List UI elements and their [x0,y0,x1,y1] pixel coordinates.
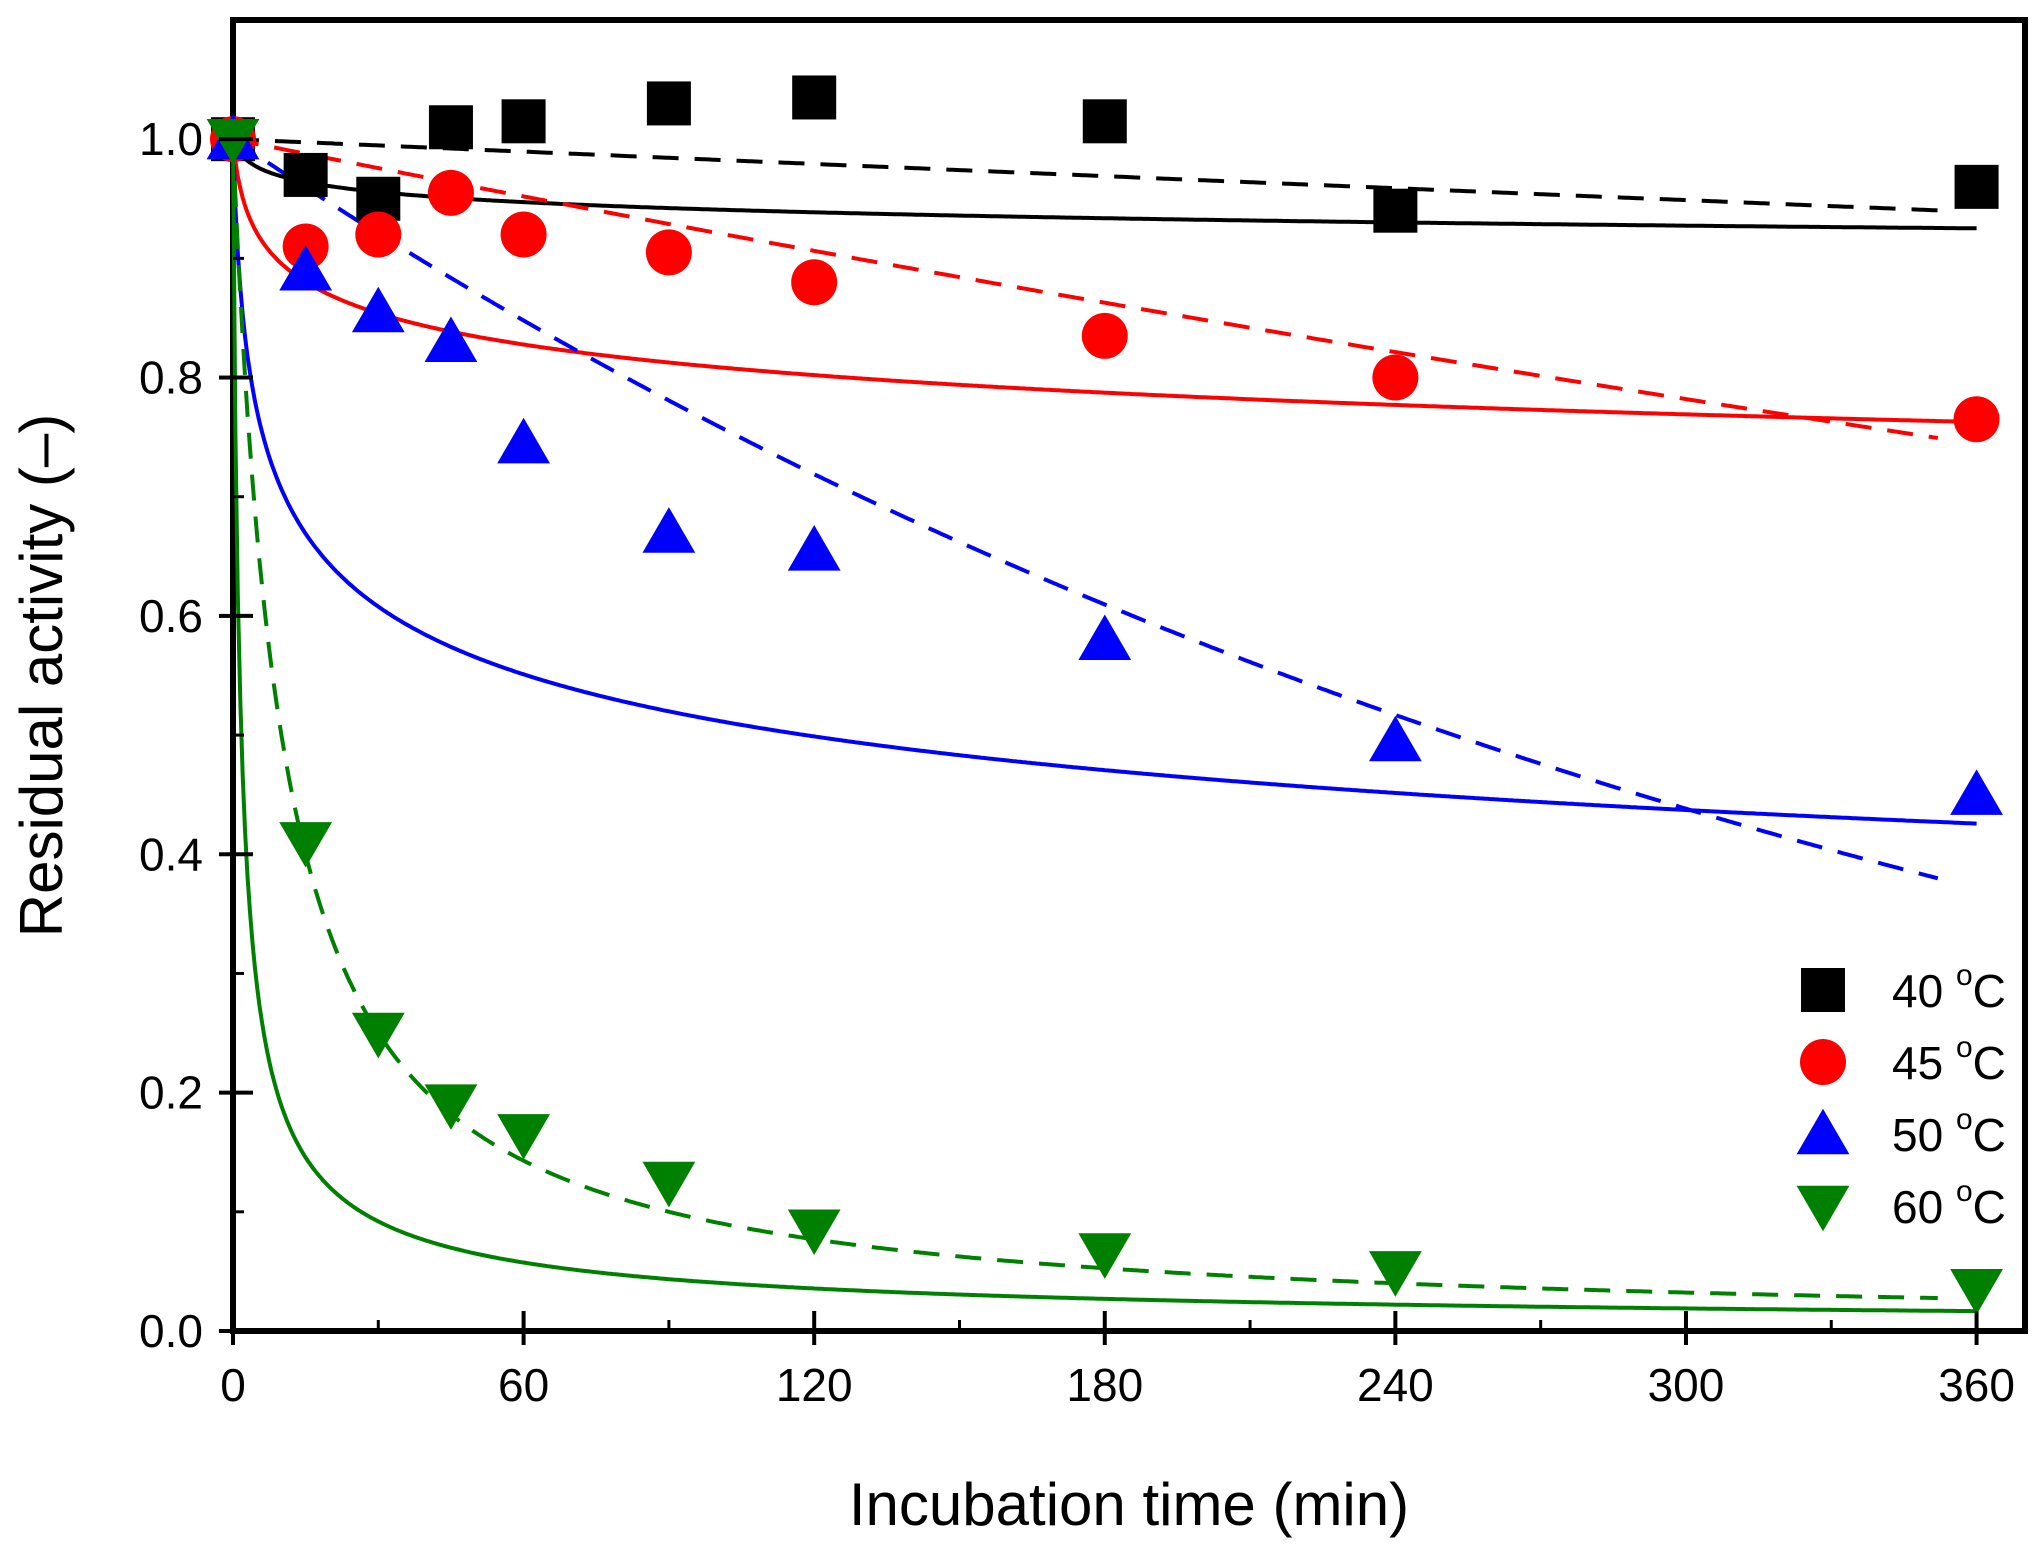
data-point-45c [500,211,547,258]
data-point-50c [1368,715,1422,762]
data-point-50c [787,525,841,571]
data-point-40c [283,152,328,197]
data-point-50c [1078,614,1132,660]
y-tick-label: 0.6 [139,590,203,642]
x-tick-label: 0 [220,1359,246,1411]
y-tick-label: 0.0 [139,1305,203,1357]
legend-marker-45c [1800,1039,1846,1085]
data-point-45c [1372,354,1419,401]
data-point-40c [646,81,691,126]
data-point-40c [1954,164,1999,209]
data-point-40c [428,105,473,150]
legend-label-45c: 45 oC [1892,1031,2006,1089]
data-point-60c [1950,1269,2003,1315]
data-point-40c [1373,188,1418,233]
data-point-50c [642,507,696,553]
data-point-60c [1078,1233,1132,1279]
data-point-60c [642,1161,696,1208]
fit-dashed-50c [231,137,1939,881]
data-point-60c [351,1012,405,1059]
legend-label-50c: 50 oC [1892,1103,2006,1161]
data-point-40c [1082,99,1127,144]
plot-frame [230,17,2028,1334]
x-tick-label: 240 [1357,1359,1434,1411]
legend-marker-40c [1801,968,1845,1012]
x-tick-label: 60 [498,1359,549,1411]
legend-marker-60c [1796,1185,1850,1232]
x-tick-label: 180 [1066,1359,1143,1411]
x-tick-label: 360 [1938,1359,2015,1411]
x-axis-title: Incubation time (min) [849,1471,1409,1538]
data-point-45c [645,229,692,276]
data-point-60c [1368,1251,1422,1297]
data-point-45c [1081,312,1128,359]
data-point-60c [424,1084,478,1130]
data-point-50c [424,316,478,363]
data-point-45c [427,169,474,216]
fit-dashed-45c [232,137,1939,440]
data-point-60c [497,1114,550,1160]
fit-solid-60c [231,139,1977,1314]
fit-curves [231,137,1977,1314]
y-axis-title: Residual activity (–) [8,414,75,938]
data-point-45c [791,259,838,306]
plot-border [230,17,2028,1334]
data-point-50c [351,286,405,333]
legend-marker-50c [1796,1108,1850,1155]
data-point-60c [206,118,260,165]
fit-dashed-40c [232,137,1938,213]
y-tick-label: 0.8 [139,352,203,404]
data-point-40c [792,75,837,120]
legend-label-40c: 40 oC [1892,959,2006,1017]
x-tick-label: 120 [776,1359,853,1411]
data-point-50c [279,244,333,291]
fit-solid-45c [231,138,1977,424]
fit-solid-50c [231,139,1977,826]
data-point-60c [279,822,333,868]
data-points [206,75,2003,1315]
axes: 0 60 120 180 240 300 360 0.0 0.2 0.4 0.6 0.8 1.0 [139,18,2015,1411]
data-point-60c [787,1209,841,1255]
fit-solid-40c [231,138,1977,231]
data-point-45c [355,211,402,258]
y-tick-label: 0.2 [139,1067,203,1119]
fit-dashed-60c [231,139,1938,1301]
x-tick-label: 300 [1648,1359,1725,1411]
legend-label-60c: 60 oC [1892,1175,2006,1233]
data-point-45c [1953,396,2000,443]
y-tick-label: 0.4 [139,828,203,880]
data-point-50c [497,417,550,464]
data-point-40c [501,99,546,144]
legend: 40 oC 45 oC 50 oC 60 oC [1796,959,2006,1233]
data-point-50c [1950,769,2003,815]
y-tick-label: 1.0 [139,113,203,165]
